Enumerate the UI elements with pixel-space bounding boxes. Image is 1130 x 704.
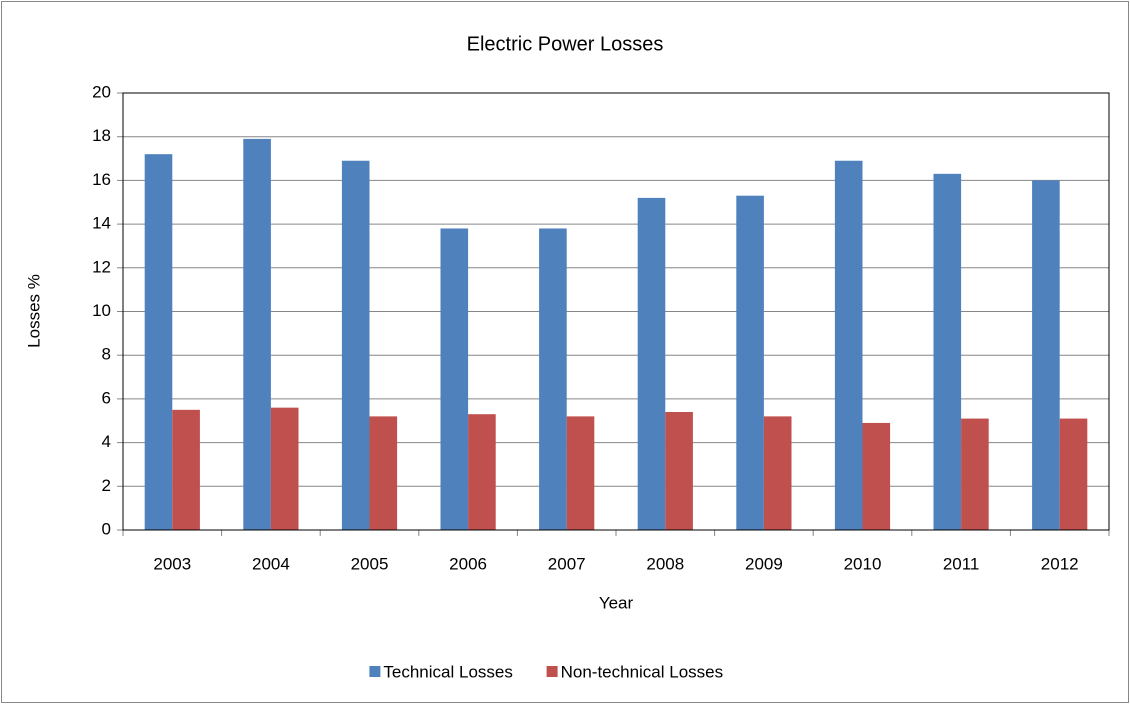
bar [440,228,469,530]
y-tick-label: 10 [92,301,111,320]
bar [539,228,567,530]
bar [637,197,666,530]
x-tick-label: 2009 [745,554,783,573]
bar [1032,180,1060,530]
x-tick-label: 2005 [351,554,389,573]
y-axis-label: Losses % [24,274,43,348]
y-tick-label: 14 [92,214,111,233]
y-tick-label: 6 [102,388,111,407]
bar [665,412,693,530]
bar [369,416,398,530]
x-tick-label: 2012 [1041,554,1079,573]
x-tick-label: 2007 [548,554,586,573]
x-axis-label: Year [599,593,634,612]
bar [933,173,962,530]
bar [862,422,891,530]
x-tick-label: 2011 [943,554,980,573]
y-tick-label: 4 [102,432,111,451]
bar [270,407,299,530]
y-tick-label: 20 [92,82,111,101]
bar [172,409,200,530]
bar [763,416,792,530]
legend-swatch [369,666,381,677]
bar [341,160,370,531]
legend-label: Non-technical Losses [561,662,724,681]
y-tick-label: 12 [92,257,111,276]
x-tick-label: 2008 [646,554,684,573]
y-tick-label: 2 [102,476,111,495]
bar [1059,418,1088,530]
x-tick-label: 2010 [844,554,882,573]
bar [243,138,271,530]
plot-border [122,92,1110,531]
legend-swatch [546,666,558,677]
chart-title: Electric Power Losses [467,33,664,55]
bar [468,414,496,530]
bar [961,418,989,530]
bar [566,416,595,530]
legend-label: Technical Losses [383,662,512,681]
x-tick-label: 2003 [153,554,191,573]
bar [144,154,173,530]
x-tick-label: 2004 [252,554,290,573]
y-tick-label: 8 [102,345,111,364]
y-tick-label: 18 [92,126,111,145]
y-tick-label: 16 [92,170,111,189]
x-tick-label: 2006 [449,554,487,573]
bar [834,160,863,531]
y-tick-label: 0 [102,519,111,538]
bar [736,195,764,530]
